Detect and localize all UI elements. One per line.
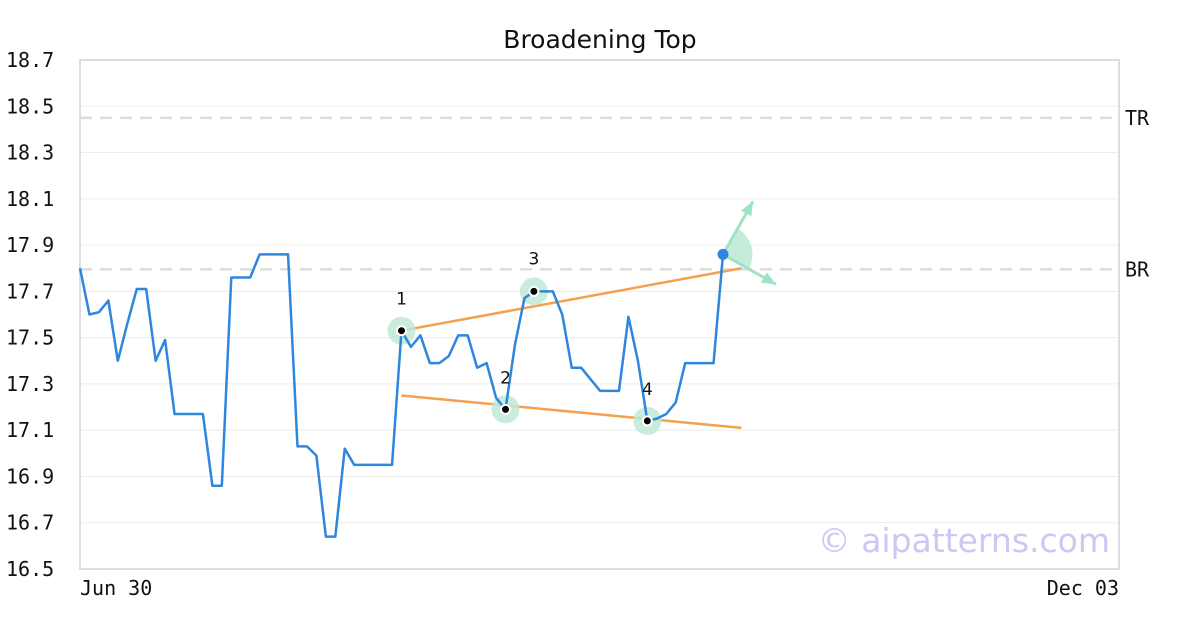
x-tick-label: Dec 03: [1047, 576, 1119, 600]
pivot-label: 3: [528, 249, 539, 269]
grid-lines: [80, 59, 1119, 570]
x-axis-ticks: Jun 30 Dec 03: [80, 576, 1119, 600]
upper-trendline: [401, 266, 742, 332]
x-tick-label: Jun 30: [80, 576, 152, 600]
pivot-label: 1: [396, 290, 407, 310]
breakout-arrow-up-head: [740, 201, 753, 217]
pivot-dot: [641, 415, 653, 427]
pivot-dot: [396, 325, 407, 337]
y-tick-label: 17.7: [6, 279, 54, 303]
y-tick-label: 16.5: [6, 557, 54, 581]
y-tick-label: 18.5: [6, 94, 54, 118]
y-tick-label: 17.3: [6, 372, 54, 396]
y-tick-label: 17.5: [6, 326, 54, 350]
chart-title: Broadening Top: [503, 25, 696, 54]
y-tick-label: 16.7: [6, 511, 54, 535]
plot-border: [79, 59, 1120, 570]
breakout-wedge: [723, 229, 753, 269]
y-tick-label: 18.1: [6, 187, 54, 211]
breakout-dot: [717, 248, 729, 260]
y-tick-label: 17.9: [6, 233, 54, 257]
watermark: © aipatterns.com: [818, 521, 1110, 560]
y-axis-ticks: 18.7 18.5 18.3 18.1 17.9 17.7 17.5 17.3 17.1 16.9…: [6, 48, 54, 581]
trendlines: [401, 266, 742, 430]
breakout-point: [717, 248, 729, 260]
y-tick-label: 17.1: [6, 418, 54, 442]
pivot-points: 1 2 3 4: [396, 249, 653, 427]
breakout-arrow-down-head: [760, 272, 776, 285]
y-tick-label: 16.9: [6, 464, 54, 488]
pivot-label: 2: [500, 368, 511, 388]
reference-lines: TR BR: [80, 106, 1150, 281]
breakout-arrows: [721, 200, 777, 286]
y-tick-label: 18.7: [6, 48, 54, 72]
lower-trendline: [401, 394, 742, 430]
pivot-dot: [528, 285, 540, 297]
y-tick-label: 18.3: [6, 141, 54, 165]
reference-label-br: BR: [1125, 257, 1150, 281]
pivot-dot: [500, 403, 512, 415]
reference-label-tr: TR: [1125, 106, 1150, 130]
pivot-label: 4: [642, 380, 653, 400]
